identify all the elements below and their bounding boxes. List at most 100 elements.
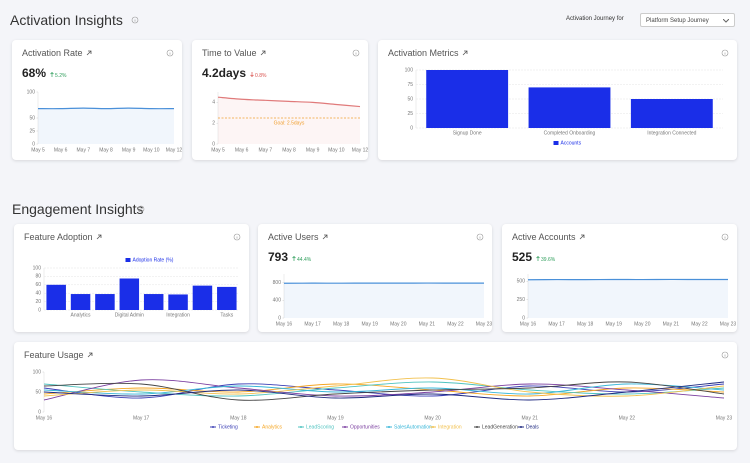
x-tick-label: May 9 xyxy=(306,147,320,153)
card-title: Active Users xyxy=(268,232,328,242)
y-tick-label: 40 xyxy=(35,291,41,297)
card: 0 400 800 May 16 May 17 May 18 May 19 May 20 May… xyxy=(258,224,492,332)
line xyxy=(43,383,725,399)
bar xyxy=(217,286,237,310)
card-title-text: Active Users xyxy=(268,232,319,242)
chart: 0 25 50 100 May 5 May 6 May 7 May 8 May 9 May 10 M… xyxy=(27,49,182,153)
x-tick-label: May 8 xyxy=(282,147,296,153)
bar xyxy=(426,70,509,128)
y-tick-label: 0 xyxy=(410,125,413,131)
y-tick-label: 100 xyxy=(405,67,414,73)
x-tick-label: May 9 xyxy=(122,147,136,153)
x-tick-label: May 7 xyxy=(259,147,273,153)
kpi-value: 68% xyxy=(22,66,47,80)
bar xyxy=(630,99,713,128)
card: 0 2 4 May 5 May 6 May 7 May 8 May 9 May 10 May 12… xyxy=(192,40,368,160)
y-tick-label: 800 xyxy=(273,280,282,286)
card-title: Activation Rate xyxy=(22,48,92,58)
card-title: Activation Metrics xyxy=(388,48,468,58)
x-tick-label: May 22 xyxy=(447,321,464,327)
x-tick-label: May 17 xyxy=(548,321,565,327)
x-tick-label: May 17 xyxy=(304,321,321,327)
legend-swatch xyxy=(520,426,522,428)
trend-arrow xyxy=(250,72,254,77)
x-tick-label: May 8 xyxy=(99,147,113,153)
y-tick-label: 25 xyxy=(29,128,35,134)
x-tick-label: May 22 xyxy=(691,321,708,327)
section-title: Engagement Insights xyxy=(12,201,144,217)
chart: 0 2 4 May 5 May 6 May 7 May 8 May 9 May 10 May 12… xyxy=(211,49,368,153)
bar xyxy=(95,294,115,310)
y-tick-label: 20 xyxy=(35,299,41,305)
line xyxy=(43,381,725,401)
legend-label: Integration xyxy=(438,424,462,430)
card-title-text: Active Accounts xyxy=(512,232,576,242)
info-icon xyxy=(721,233,729,241)
legend-swatch xyxy=(212,426,214,428)
link-icon xyxy=(87,352,92,358)
y-tick-label: 0 xyxy=(522,315,525,321)
kpi-change-text: 44.4% xyxy=(297,257,312,263)
legend-label: LeadScoring xyxy=(306,424,334,430)
line xyxy=(37,107,175,110)
link-icon xyxy=(87,352,92,358)
x-tick-label: May 23 xyxy=(720,321,737,327)
info-icon xyxy=(131,16,139,24)
x-tick-label: May 21 xyxy=(419,321,436,327)
y-tick-label: 25 xyxy=(407,111,413,117)
x-tick-label: May 6 xyxy=(54,147,68,153)
card-title-text: Feature Usage xyxy=(24,350,84,360)
bar xyxy=(528,87,611,128)
x-tick-label: May 7 xyxy=(77,147,91,153)
y-tick-label: 0 xyxy=(38,307,41,313)
chart: 0 400 800 May 16 May 17 May 18 May 19 May 20 May… xyxy=(273,233,492,327)
trend-arrow xyxy=(292,256,296,261)
card-title: Time to Value xyxy=(202,48,266,58)
kpi-value: 4.2days xyxy=(202,66,247,80)
area xyxy=(218,97,360,144)
legend-label: Accounts xyxy=(561,140,582,146)
x-tick-label: May 12 xyxy=(166,147,182,153)
journey-select[interactable]: Platform Setup Journey xyxy=(640,13,735,27)
kpi-change: 39.6% xyxy=(536,256,555,263)
goal-label: Goal: 2.5days xyxy=(274,120,305,126)
kpi-change: 0.8% xyxy=(250,72,266,79)
link-icon xyxy=(462,50,467,56)
kpi: 4.2days 0.8% xyxy=(202,66,266,80)
card-title: Active Accounts xyxy=(512,232,585,242)
card-title-text: Activation Rate xyxy=(22,48,83,58)
y-tick-label: 80 xyxy=(35,274,41,280)
link-icon xyxy=(96,234,101,240)
kpi-change: 44.4% xyxy=(292,256,312,263)
bar xyxy=(119,278,140,310)
kpi: 525 39.6% xyxy=(512,250,555,264)
info-icon xyxy=(233,233,241,241)
journey-label: Activation Journey for xyxy=(566,16,624,22)
line xyxy=(43,383,725,397)
kpi: 793 44.4% xyxy=(268,250,311,264)
y-tick-label: 0 xyxy=(212,141,215,147)
y-tick-label: 60 xyxy=(35,282,41,288)
legend-label: Opportunities xyxy=(350,424,380,430)
y-tick-label: 4 xyxy=(212,100,215,106)
link-icon xyxy=(86,50,91,56)
legend-swatch xyxy=(388,426,390,428)
y-tick-label: 100 xyxy=(33,369,42,375)
trend-arrow xyxy=(50,72,54,77)
line xyxy=(43,381,725,401)
x-tick-label: May 16 xyxy=(36,415,53,421)
x-tick-label: May 5 xyxy=(31,147,45,153)
area xyxy=(284,283,484,318)
x-tick-label: May 19 xyxy=(327,415,344,421)
x-tick-label: May 20 xyxy=(390,321,407,327)
x-tick-label: May 17 xyxy=(133,415,150,421)
info-icon xyxy=(137,205,145,213)
kpi-change: 5.2% xyxy=(50,72,66,79)
bar xyxy=(46,284,66,310)
chart: 0 250 500 May 16 May 17 May 18 May 19 May 20 May… xyxy=(517,233,737,327)
bar xyxy=(192,285,213,310)
legend-label: Analytics xyxy=(262,424,283,430)
y-tick-label: 0 xyxy=(278,315,281,321)
kpi-value: 525 xyxy=(512,250,533,264)
